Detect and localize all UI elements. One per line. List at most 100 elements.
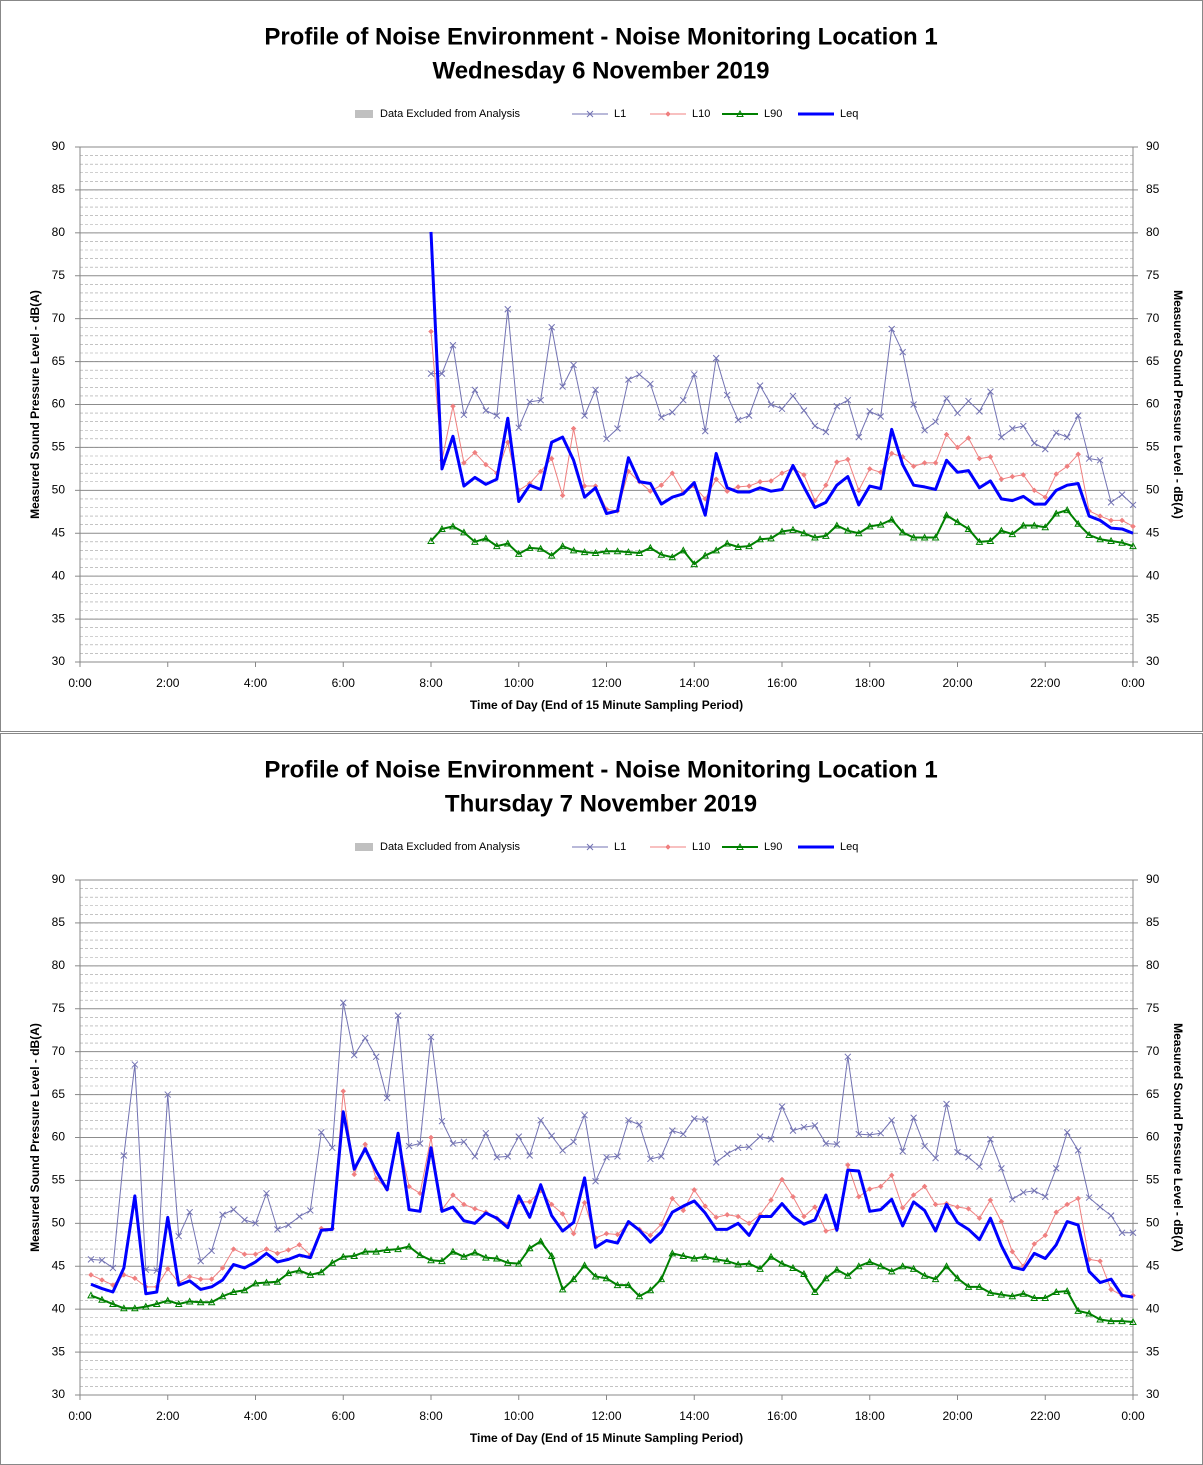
marker [823,482,829,489]
x-tick-label: 18:00 [855,1409,885,1423]
marker [547,1251,556,1259]
y-tick-label: 45 [52,1258,66,1272]
marker [218,1292,227,1300]
marker [591,1272,600,1280]
marker [1052,1165,1060,1172]
marker [98,1256,106,1264]
marker [965,1153,972,1161]
marker [548,455,555,462]
marker [998,1218,1005,1225]
marker [998,433,1005,441]
marker [679,1130,687,1138]
marker [175,1232,183,1240]
marker [1097,513,1103,519]
marker [701,427,709,435]
marker [624,548,633,556]
marker [811,533,819,541]
marker [460,411,468,419]
marker [756,535,764,543]
marker [460,1138,468,1146]
marker [888,450,895,457]
marker [559,1211,566,1217]
marker [822,428,830,436]
marker [240,1286,249,1294]
x-tick-label: 20:00 [942,676,972,690]
marker [1064,1201,1071,1208]
marker [482,1253,490,1261]
marker [943,431,950,438]
marker [665,111,671,117]
marker [690,1254,699,1262]
marker [679,396,687,404]
marker [559,383,566,390]
marker [756,1133,764,1140]
marker [712,1255,721,1263]
marker [767,1252,775,1260]
marker [208,1247,215,1255]
marker [586,843,594,851]
marker [965,1205,972,1212]
x-tick-label: 18:00 [855,676,885,690]
y-tick-label: 45 [52,525,66,539]
marker [898,1262,907,1270]
marker [1097,1258,1103,1264]
y-tick-label: 40 [52,568,66,582]
marker [669,470,676,477]
marker [702,1203,709,1210]
marker [997,526,1006,534]
marker [569,546,578,554]
y-tick-label: 80 [52,958,66,972]
marker [668,1127,676,1134]
marker [230,1246,237,1252]
marker [581,1199,588,1206]
marker [866,466,873,472]
marker [713,1214,720,1221]
marker [690,560,699,568]
marker [647,488,654,495]
marker [383,1094,391,1102]
marker [1052,509,1061,517]
marker [1041,1293,1050,1302]
y2-tick-label: 80 [1146,225,1160,239]
panel-border [0,0,1203,732]
marker [768,1197,774,1204]
marker [998,1165,1005,1172]
series-l1 [87,999,1137,1274]
marker [1085,1194,1093,1201]
marker [789,392,797,400]
marker [1096,1203,1104,1211]
x-tick-label: 0:00 [68,1409,92,1423]
marker [493,412,501,420]
marker [503,539,512,547]
marker [471,1248,479,1256]
marker [855,487,862,494]
x-tick-label: 0:00 [1121,676,1145,690]
y2-tick-label: 70 [1146,1044,1160,1058]
marker [570,1230,577,1237]
marker [822,531,830,539]
marker [207,1298,216,1306]
marker [844,456,851,463]
x-tick-label: 22:00 [1030,1409,1060,1423]
marker [526,398,534,406]
marker [844,1053,852,1061]
marker [416,1140,424,1147]
marker [844,396,852,404]
marker [592,386,599,394]
marker [186,1208,194,1216]
marker [1019,1189,1027,1196]
marker [800,529,808,537]
marker [285,1221,292,1229]
marker [745,412,753,420]
marker [1075,1195,1082,1202]
marker [602,547,611,555]
marker [953,518,962,526]
marker [898,528,907,536]
marker [449,1247,457,1255]
marker [317,1128,325,1136]
marker [657,550,666,558]
y2-tick-label: 70 [1146,311,1160,325]
y-tick-label: 60 [52,397,66,411]
marker [569,1275,578,1283]
marker [580,1261,589,1269]
